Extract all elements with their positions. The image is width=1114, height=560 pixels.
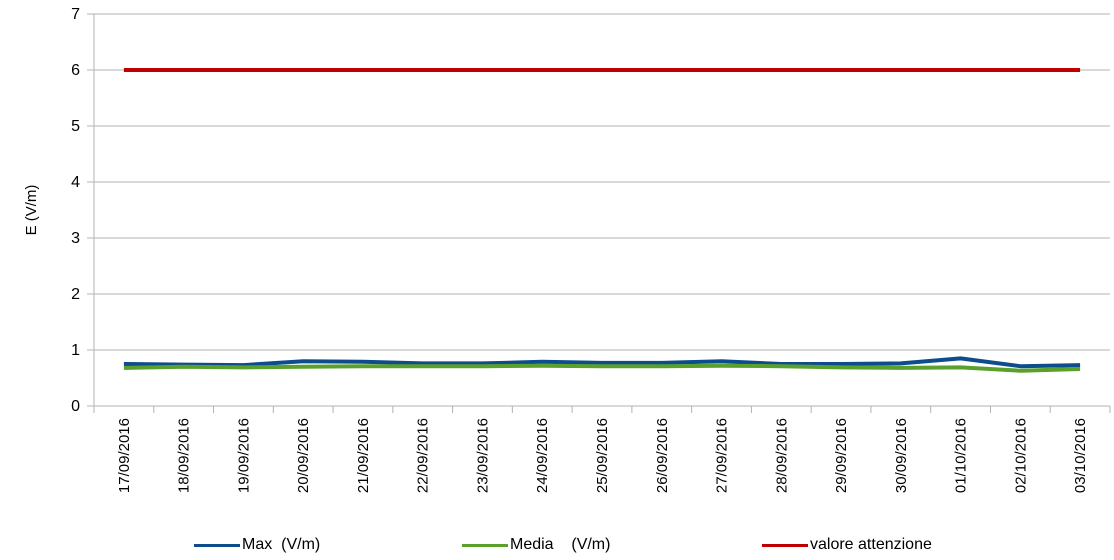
legend-item-media: Media (V/m) xyxy=(462,532,610,558)
y-tick-label: 6 xyxy=(71,62,80,79)
series-line-media-v-m xyxy=(123,363,1081,373)
x-tick-label: 30/09/2016 xyxy=(893,418,910,493)
legend-label-max: Max (V/m) xyxy=(242,536,321,553)
x-tick-label: 23/09/2016 xyxy=(474,418,491,493)
line-chart: 0 1 2 3 4 5 6 7 17/09/2016 18/09/2016 19/09/2016 20… xyxy=(23,6,1111,493)
x-tick-label: 18/09/2016 xyxy=(176,418,193,493)
legend: Max (V/m) Media (V/m) valore attenzione xyxy=(0,532,1114,558)
legend-item-max: Max (V/m) xyxy=(194,532,320,558)
legend-swatch-media xyxy=(462,543,508,547)
x-tick-label: 29/09/2016 xyxy=(833,418,850,493)
legend-label-media: Media (V/m) xyxy=(510,536,611,553)
x-tick-label: 20/09/2016 xyxy=(295,418,312,493)
y-tick-label: 0 xyxy=(71,398,80,415)
y-tick-label: 4 xyxy=(71,174,80,191)
x-tick-label: 22/09/2016 xyxy=(415,418,432,493)
y-tick-label: 7 xyxy=(71,6,80,23)
y-tick-label: 1 xyxy=(71,342,80,359)
series-lines xyxy=(123,68,1081,373)
x-tick-label: 01/10/2016 xyxy=(953,418,970,493)
axis-labels: 0 1 2 3 4 5 6 7 17/09/2016 18/09/2016 19/09/2016 20… xyxy=(23,6,1089,493)
legend-swatch-valore-attenzione xyxy=(762,543,808,547)
x-tick-label: 19/09/2016 xyxy=(235,418,252,493)
y-axis-title: E (V/m) xyxy=(23,185,40,236)
y-tick-label: 2 xyxy=(71,286,80,303)
legend-swatch-max xyxy=(194,543,240,547)
x-tick-label: 27/09/2016 xyxy=(714,418,731,493)
x-tick-label: 17/09/2016 xyxy=(116,418,133,493)
x-tick-label: 03/10/2016 xyxy=(1072,418,1089,493)
series-line-max-v-m xyxy=(123,356,1081,369)
y-tick-label: 3 xyxy=(71,230,80,247)
x-tick-label: 21/09/2016 xyxy=(355,418,372,493)
x-tick-label: 24/09/2016 xyxy=(534,418,551,493)
gridlines xyxy=(94,13,1110,407)
legend-label-valore-attenzione: valore attenzione xyxy=(810,536,932,553)
x-tick-label: 02/10/2016 xyxy=(1012,418,1029,493)
x-tick-label: 25/09/2016 xyxy=(594,418,611,493)
axes xyxy=(87,13,1111,413)
legend-item-valore-attenzione: valore attenzione xyxy=(762,532,932,558)
x-tick-label: 26/09/2016 xyxy=(654,418,671,493)
x-tick-label: 28/09/2016 xyxy=(773,418,790,493)
y-tick-label: 5 xyxy=(71,118,80,135)
